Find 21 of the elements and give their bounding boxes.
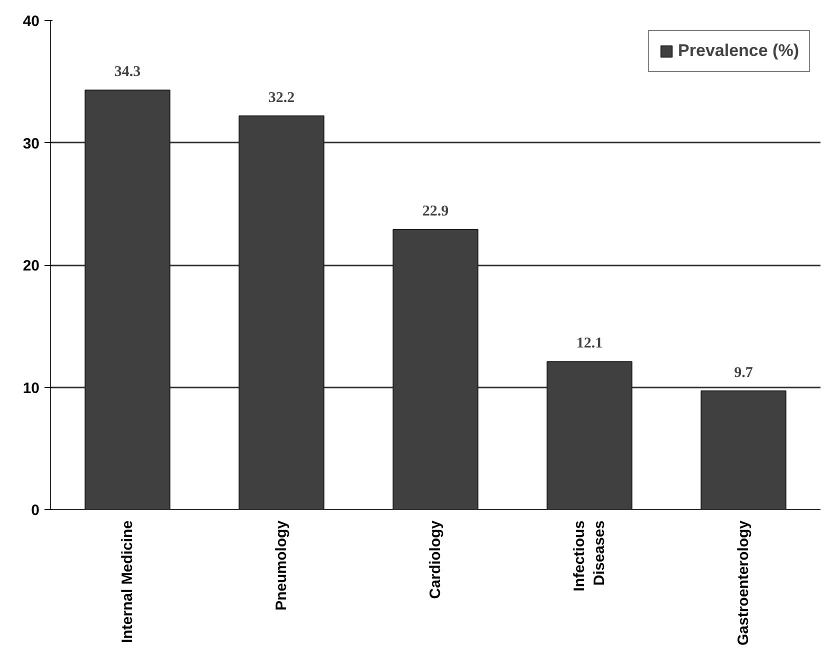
y-tick-label: 20 (22, 258, 40, 274)
x-tick-label: Infectious Diseases (570, 520, 608, 592)
x-tick-label: Internal Medicine (119, 520, 136, 644)
x-tick-label: Cardiology (427, 520, 444, 599)
y-tick-label: 30 (22, 135, 40, 152)
bar (546, 361, 632, 510)
data-label: 9.7 (734, 364, 754, 381)
data-label: 32.2 (268, 90, 295, 106)
bar (700, 390, 786, 510)
x-tick-label: Gastroenterology (735, 520, 752, 646)
y-tick-label: 40 (22, 13, 40, 30)
bar (84, 90, 170, 510)
bar (392, 229, 478, 510)
data-label: 22.9 (422, 204, 449, 220)
data-label: 12.1 (576, 336, 603, 352)
x-tick-label: Pneumology (273, 520, 290, 611)
y-tick-label: 10 (22, 380, 40, 397)
data-label: 34.3 (114, 64, 141, 80)
bar (238, 115, 324, 510)
legend-label: Prevalence (%) (678, 41, 799, 61)
y-tick-label: 0 (31, 502, 40, 519)
